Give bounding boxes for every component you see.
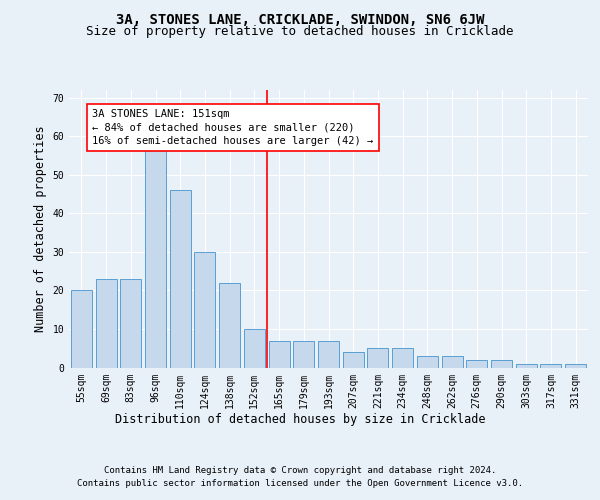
Bar <box>541 364 562 368</box>
Bar <box>516 364 537 368</box>
Bar <box>120 279 141 368</box>
Text: Size of property relative to detached houses in Cricklade: Size of property relative to detached ho… <box>86 25 514 38</box>
Bar <box>244 329 265 368</box>
Bar <box>565 364 586 368</box>
Text: 3A STONES LANE: 151sqm
← 84% of detached houses are smaller (220)
16% of semi-de: 3A STONES LANE: 151sqm ← 84% of detached… <box>92 110 374 146</box>
Bar <box>318 340 339 367</box>
Bar <box>170 190 191 368</box>
Text: Distribution of detached houses by size in Cricklade: Distribution of detached houses by size … <box>115 412 485 426</box>
Bar <box>269 340 290 367</box>
Text: Contains public sector information licensed under the Open Government Licence v3: Contains public sector information licen… <box>77 479 523 488</box>
Bar <box>417 356 438 368</box>
Bar <box>491 360 512 368</box>
Bar <box>442 356 463 368</box>
Bar <box>95 279 116 368</box>
Bar <box>466 360 487 368</box>
Bar <box>194 252 215 368</box>
Text: 3A, STONES LANE, CRICKLADE, SWINDON, SN6 6JW: 3A, STONES LANE, CRICKLADE, SWINDON, SN6… <box>116 12 484 26</box>
Bar <box>71 290 92 368</box>
Bar <box>392 348 413 368</box>
Bar <box>343 352 364 368</box>
Text: Contains HM Land Registry data © Crown copyright and database right 2024.: Contains HM Land Registry data © Crown c… <box>104 466 496 475</box>
Bar <box>293 340 314 367</box>
Bar <box>367 348 388 368</box>
Bar <box>145 148 166 368</box>
Y-axis label: Number of detached properties: Number of detached properties <box>34 126 47 332</box>
Bar <box>219 282 240 368</box>
